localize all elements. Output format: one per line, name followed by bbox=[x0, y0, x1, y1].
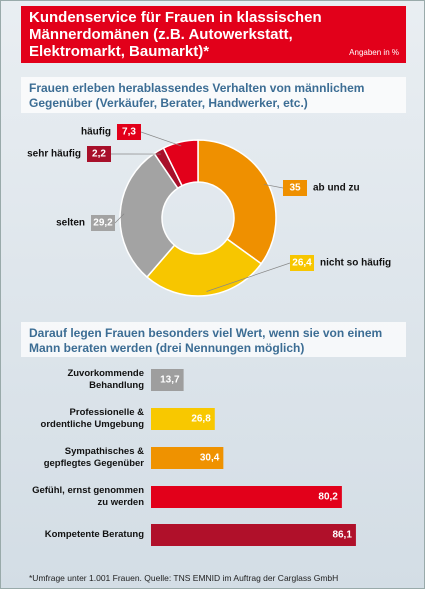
data-label: 2,2 bbox=[92, 149, 106, 160]
data-label: 13,7 bbox=[160, 375, 180, 386]
leader-line bbox=[140, 131, 182, 147]
value-box bbox=[91, 215, 115, 231]
bar bbox=[151, 486, 342, 508]
bar bbox=[151, 447, 224, 469]
title: Kundenservice für Frauen in klassischen … bbox=[29, 9, 322, 60]
category-label: häufig bbox=[81, 127, 111, 138]
band bbox=[21, 77, 406, 113]
data-label: 29,2 bbox=[93, 218, 113, 229]
bar bbox=[151, 369, 184, 391]
leader-line bbox=[263, 183, 284, 189]
value-box bbox=[87, 146, 111, 162]
data-label: 86,1 bbox=[332, 530, 352, 541]
category-label: Professionelle & ordentliche Umgebung bbox=[40, 407, 144, 430]
data-label: 35 bbox=[289, 183, 301, 194]
data-label: 30,4 bbox=[200, 453, 220, 464]
title-box bbox=[21, 6, 406, 63]
category-label: nicht so häufig bbox=[320, 258, 391, 269]
bar bbox=[151, 408, 215, 430]
value-box bbox=[290, 255, 314, 271]
bar bbox=[151, 524, 356, 546]
value-box bbox=[117, 124, 141, 140]
data-label: 80,2 bbox=[318, 492, 338, 503]
value-box bbox=[283, 180, 307, 196]
unit-note: Angaben in % bbox=[349, 48, 399, 57]
data-label: 7,3 bbox=[122, 127, 136, 138]
chart-title: Frauen erleben herablassendes Verhalten … bbox=[29, 81, 365, 110]
category-label: Gefühl, ernst genommen zu werden bbox=[32, 485, 144, 508]
data-label: 26,8 bbox=[191, 414, 211, 425]
category-label: Kompetente Beratung bbox=[44, 529, 144, 540]
pie-slice bbox=[145, 238, 263, 297]
category-label: Sympathisches & gepflegtes Gegenüber bbox=[43, 446, 144, 469]
category-label: sehr häufig bbox=[27, 149, 81, 160]
footnote: *Umfrage unter 1.001 Frauen. Quelle: TNS… bbox=[29, 573, 339, 583]
leader-line bbox=[114, 213, 125, 224]
category-label: Zuvorkommende Behandlung bbox=[67, 368, 144, 391]
pie-slice bbox=[197, 139, 277, 265]
leader-line bbox=[206, 262, 291, 292]
category-label: ab und zu bbox=[313, 183, 360, 194]
chart-title: Darauf legen Frauen besonders viel Wert,… bbox=[29, 326, 383, 355]
pie-slice bbox=[119, 152, 179, 279]
band bbox=[21, 322, 406, 357]
data-label: 26,4 bbox=[292, 258, 312, 269]
category-label: selten bbox=[56, 218, 85, 229]
pie-slice bbox=[162, 139, 199, 187]
